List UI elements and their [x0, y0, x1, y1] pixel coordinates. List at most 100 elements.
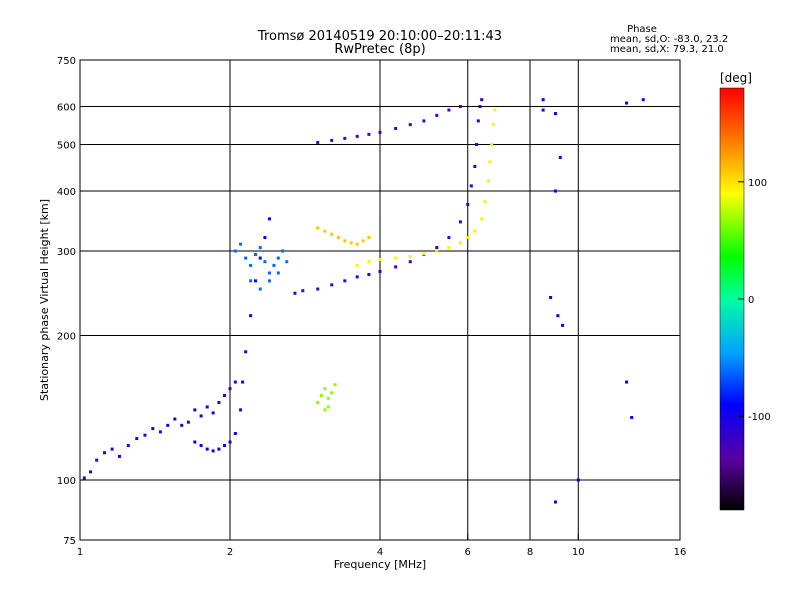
data-point	[378, 258, 382, 262]
data-point	[211, 411, 215, 415]
data-point	[541, 98, 545, 102]
data-point	[408, 123, 412, 127]
data-point	[473, 164, 477, 168]
y-axis: 75 100 200 300 400 500 600 750	[57, 56, 86, 547]
data-point	[408, 260, 412, 264]
data-point	[447, 108, 451, 112]
x-tick-label: 16	[674, 547, 687, 558]
data-point	[435, 113, 439, 117]
data-point	[253, 253, 257, 257]
y-tick-label: 600	[57, 103, 76, 114]
data-point	[258, 256, 262, 260]
data-point	[355, 242, 359, 246]
data-point	[349, 241, 353, 245]
y-tick-label: 200	[57, 332, 76, 343]
data-point	[490, 143, 494, 147]
data-point	[135, 437, 139, 441]
data-point	[493, 108, 497, 112]
data-point	[244, 256, 248, 260]
data-point	[199, 414, 203, 418]
x-tick-label: 6	[465, 547, 471, 558]
data-point	[301, 289, 305, 293]
stats-o-mode: mean, sd,O: -83.0, 23.2	[610, 34, 728, 45]
data-point	[466, 236, 470, 240]
data-point	[435, 249, 439, 253]
y-tick-label: 400	[57, 187, 76, 198]
data-point	[193, 440, 197, 444]
chart-subtitle: RwPretec (8p)	[334, 42, 425, 57]
data-point	[343, 239, 347, 243]
data-point	[223, 444, 227, 448]
data-point	[330, 283, 334, 287]
data-point	[630, 415, 634, 419]
data-point	[158, 430, 162, 434]
data-point	[244, 350, 248, 354]
data-point	[316, 226, 320, 230]
data-point	[336, 236, 340, 240]
data-point	[263, 260, 267, 264]
data-point	[541, 108, 545, 112]
data-point	[272, 263, 276, 267]
data-point	[491, 123, 495, 127]
x-tick-label: 10	[572, 547, 585, 558]
y-tick-label: 75	[63, 536, 76, 547]
data-point	[126, 444, 130, 448]
y-tick-label: 500	[57, 141, 76, 152]
stats-x-mode: mean, sd,X: 79.3, 21.0	[610, 44, 724, 55]
data-point	[205, 447, 209, 451]
data-point	[281, 249, 285, 253]
data-point	[110, 447, 114, 451]
data-point	[166, 423, 170, 427]
data-point	[553, 189, 557, 193]
data-point	[367, 273, 371, 277]
data-point	[435, 246, 439, 250]
data-point	[378, 130, 382, 134]
data-point	[217, 401, 221, 405]
data-point	[323, 408, 327, 412]
data-point	[343, 136, 347, 140]
data-point	[249, 314, 253, 318]
data-point	[422, 252, 426, 256]
data-point	[319, 394, 323, 398]
data-point	[239, 242, 243, 246]
data-point	[355, 134, 359, 138]
data-point	[151, 427, 155, 431]
data-point	[233, 380, 237, 384]
data-point	[323, 387, 327, 391]
data-point	[89, 470, 93, 474]
y-tick-label: 300	[57, 247, 76, 258]
data-point	[316, 287, 320, 291]
data-point	[466, 202, 470, 206]
data-point	[199, 444, 203, 448]
data-point	[458, 105, 462, 109]
data-point	[333, 383, 337, 387]
data-point	[473, 229, 477, 233]
data-point	[258, 287, 262, 291]
data-points	[82, 98, 645, 504]
data-point	[239, 408, 243, 412]
data-point	[641, 98, 645, 102]
x-tick-label: 1	[77, 547, 83, 558]
data-point	[553, 112, 557, 116]
data-point	[458, 241, 462, 245]
data-point	[558, 155, 562, 159]
data-point	[625, 380, 629, 384]
data-point	[233, 432, 237, 436]
data-point	[361, 239, 365, 243]
data-point	[367, 260, 371, 264]
data-point	[488, 160, 492, 164]
colorbar-label: [deg]	[720, 71, 752, 85]
data-point	[326, 405, 330, 409]
x-tick-label: 8	[527, 547, 533, 558]
data-point	[355, 275, 359, 279]
data-point	[422, 119, 426, 123]
data-point	[556, 314, 560, 318]
data-point	[330, 138, 334, 142]
data-point	[228, 440, 232, 444]
data-point	[293, 291, 297, 295]
data-point	[267, 271, 271, 275]
data-point	[173, 417, 177, 421]
data-point	[476, 119, 480, 123]
y-axis-label: Stationary phase Virtual Height [km]	[38, 199, 51, 401]
